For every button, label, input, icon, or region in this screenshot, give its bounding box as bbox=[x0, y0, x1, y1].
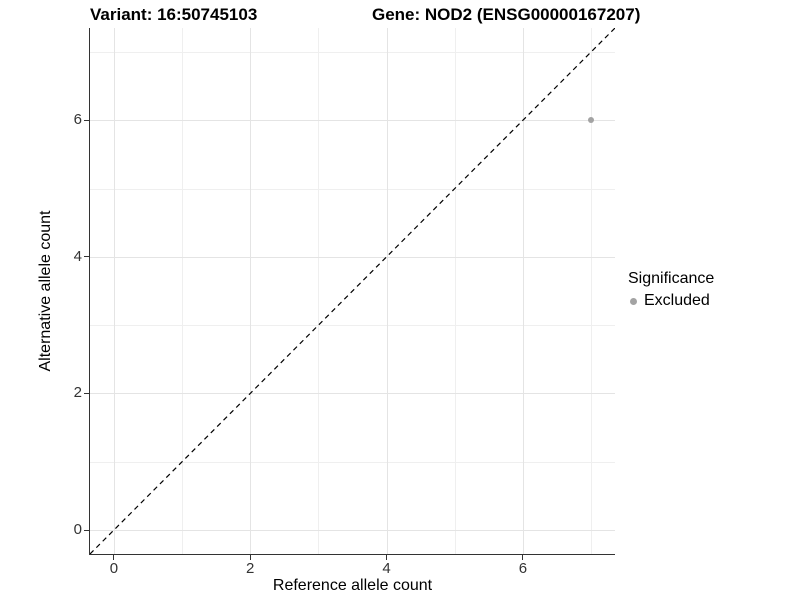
y-axis-tick-label-4: 4 bbox=[73, 247, 82, 265]
x-axis-tick bbox=[113, 555, 115, 560]
identity-reference-line bbox=[90, 28, 615, 554]
gridline-minor bbox=[455, 28, 456, 554]
gridline-major bbox=[90, 393, 615, 394]
gridline-minor bbox=[90, 325, 615, 326]
gridline-major bbox=[250, 28, 251, 554]
y-axis-tick bbox=[84, 256, 89, 258]
y-axis-tick-label-2: 2 bbox=[73, 384, 82, 402]
legend: Significance Excluded bbox=[628, 270, 714, 310]
gridline-major bbox=[90, 257, 615, 258]
y-axis-tick bbox=[84, 392, 89, 394]
y-axis-tick-label-6: 6 bbox=[73, 111, 82, 129]
gridline-major bbox=[523, 28, 524, 554]
x-axis-tick bbox=[522, 555, 524, 560]
y-axis-title: Alternative allele count bbox=[37, 210, 54, 372]
legend-title: Significance bbox=[628, 270, 715, 287]
gridline-minor bbox=[591, 28, 592, 554]
x-axis-tick-label-0: 0 bbox=[109, 560, 119, 577]
gridline-major bbox=[90, 530, 615, 531]
gridline-major bbox=[114, 28, 115, 554]
x-axis-tick-label-6: 6 bbox=[518, 560, 528, 577]
gridline-minor bbox=[90, 189, 615, 190]
gridline-major bbox=[90, 120, 615, 121]
legend-entry-label: Excluded bbox=[644, 292, 710, 309]
data-point-excluded bbox=[588, 117, 595, 124]
x-axis-tick-label-2: 2 bbox=[246, 560, 255, 577]
plot-title-gene: Gene: NOD2 (ENSG00000167207) bbox=[372, 5, 641, 24]
gridline-minor bbox=[182, 28, 183, 554]
gridline-minor bbox=[90, 462, 615, 463]
x-axis-tick bbox=[386, 555, 388, 560]
plot-panel bbox=[89, 28, 615, 555]
y-axis-tick-label-0: 0 bbox=[73, 521, 82, 539]
gridline-minor bbox=[90, 52, 615, 53]
gridline-minor bbox=[318, 28, 319, 554]
y-axis-tick bbox=[84, 119, 89, 121]
legend-entry-excluded: Excluded bbox=[628, 292, 714, 310]
x-axis-tick bbox=[249, 555, 251, 560]
y-axis-tick bbox=[84, 529, 89, 531]
gridline-major bbox=[387, 28, 388, 554]
legend-dot-excluded-icon bbox=[630, 297, 637, 305]
plot-title-variant: Variant: 16:50745103 bbox=[90, 5, 258, 24]
x-axis-tick-label-4: 4 bbox=[382, 560, 391, 577]
x-axis-title: Reference allele count bbox=[272, 577, 433, 594]
